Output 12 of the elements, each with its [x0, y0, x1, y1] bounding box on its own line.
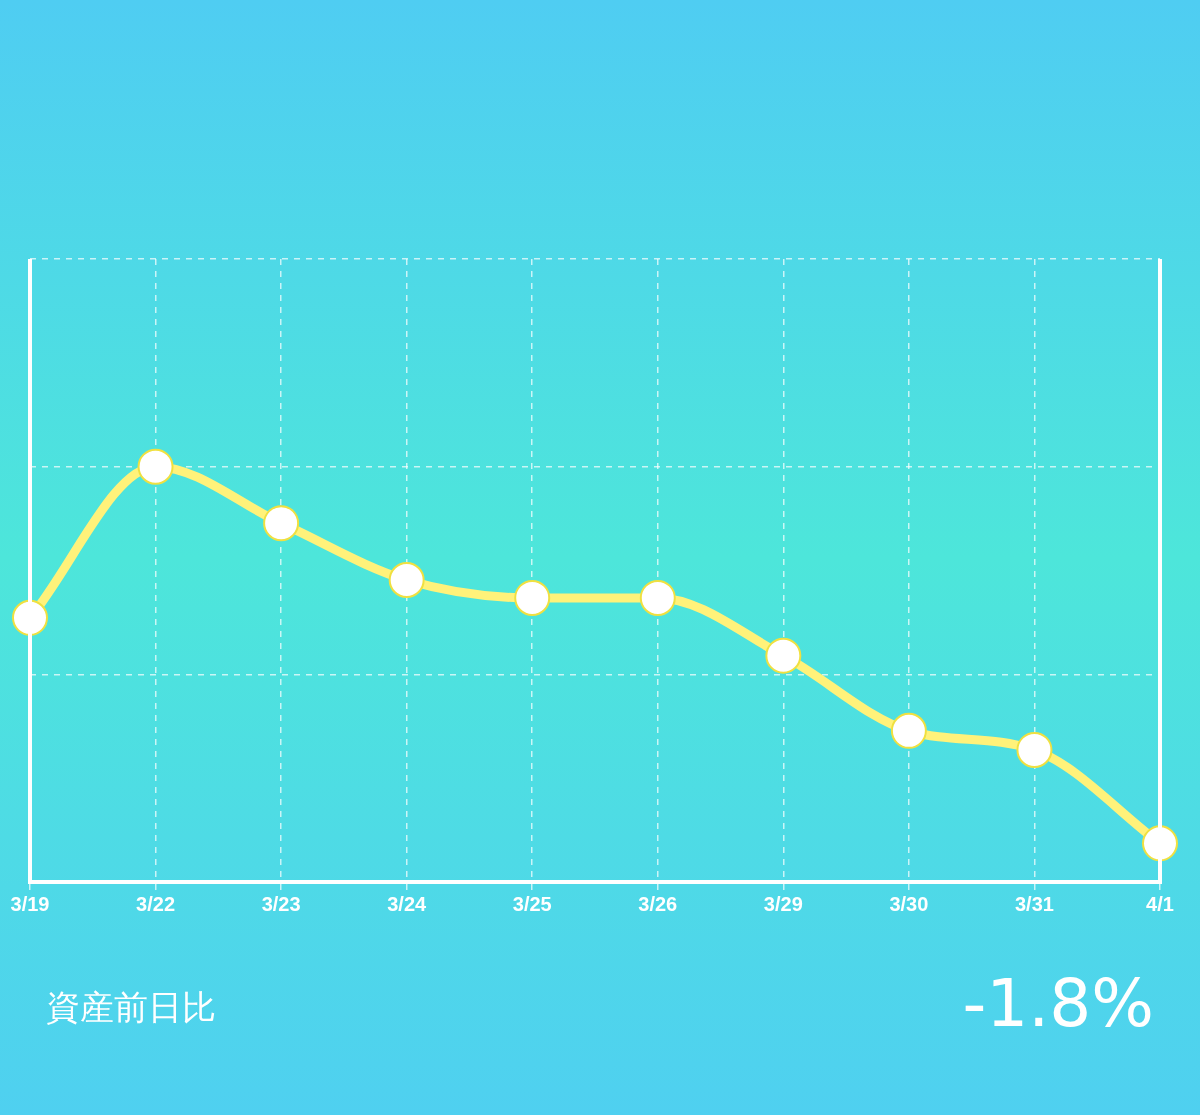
text: -1.8%: [962, 965, 1154, 1042]
x-tick-label: 4/1: [1146, 892, 1174, 915]
x-tick-label: 3/26: [638, 892, 678, 915]
x-tick-label: 3/24: [387, 892, 427, 915]
x-tick-label: 3/23: [261, 892, 301, 915]
text: 資産前日比: [46, 986, 216, 1029]
x-tick-label: 3/31: [1014, 892, 1054, 915]
x-tick-label: 3/30: [889, 892, 929, 915]
x-tick-label: 3/19: [10, 892, 50, 915]
x-tick-label: 3/29: [763, 892, 803, 915]
x-tick-label: 3/25: [512, 892, 552, 915]
x-tick-label: 3/22: [136, 892, 176, 915]
